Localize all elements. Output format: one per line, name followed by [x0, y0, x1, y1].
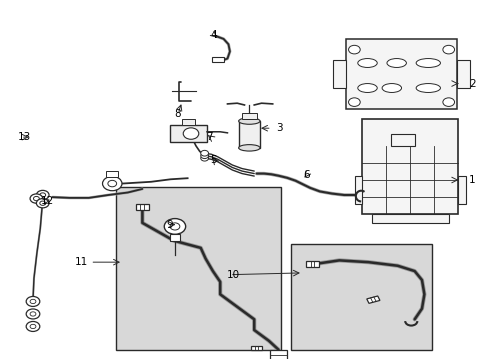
Circle shape	[30, 324, 36, 329]
Text: 8: 8	[174, 109, 180, 119]
Text: 7: 7	[206, 132, 213, 142]
Bar	[250, 346, 262, 350]
Bar	[354, 176, 362, 204]
Circle shape	[348, 98, 360, 107]
Bar	[333, 60, 345, 87]
Circle shape	[442, 45, 454, 54]
Text: 2: 2	[468, 78, 475, 89]
Bar	[242, 113, 256, 119]
Bar	[269, 350, 287, 360]
Circle shape	[36, 199, 49, 208]
Circle shape	[201, 156, 208, 161]
Circle shape	[102, 176, 122, 191]
Circle shape	[26, 296, 40, 306]
Bar	[135, 204, 149, 210]
Text: 10: 10	[226, 270, 239, 280]
Bar	[390, 134, 414, 146]
Text: 1: 1	[468, 175, 475, 185]
Circle shape	[442, 98, 454, 107]
Circle shape	[30, 299, 36, 303]
Ellipse shape	[381, 84, 401, 93]
Text: 11: 11	[75, 257, 88, 267]
Bar	[345, 39, 457, 109]
Ellipse shape	[415, 84, 440, 93]
Text: 5: 5	[210, 156, 217, 165]
Bar	[116, 187, 281, 350]
Circle shape	[36, 190, 49, 200]
Text: 4: 4	[210, 30, 217, 40]
Bar	[457, 60, 468, 87]
Ellipse shape	[238, 145, 260, 151]
Bar	[238, 121, 260, 148]
Bar	[170, 234, 180, 241]
Bar	[371, 214, 448, 223]
Bar	[362, 119, 458, 214]
Circle shape	[201, 150, 208, 156]
Text: 9: 9	[166, 220, 173, 230]
Ellipse shape	[357, 59, 376, 67]
Circle shape	[33, 197, 39, 201]
Text: 3: 3	[276, 123, 282, 133]
Circle shape	[348, 45, 360, 54]
Bar	[290, 244, 431, 350]
Circle shape	[201, 153, 208, 158]
Circle shape	[40, 201, 45, 205]
Circle shape	[183, 128, 199, 139]
Bar	[305, 261, 318, 266]
Circle shape	[170, 223, 180, 230]
Ellipse shape	[415, 59, 440, 67]
Circle shape	[40, 193, 45, 197]
Bar	[366, 296, 379, 303]
Circle shape	[30, 312, 36, 316]
Text: 6: 6	[302, 170, 309, 180]
Text: 12: 12	[41, 197, 54, 206]
Ellipse shape	[238, 118, 260, 124]
Circle shape	[30, 194, 42, 203]
Circle shape	[108, 180, 116, 187]
Bar	[182, 119, 195, 125]
Ellipse shape	[357, 84, 376, 93]
Ellipse shape	[386, 59, 406, 67]
Text: 13: 13	[18, 132, 31, 142]
Bar	[458, 176, 465, 204]
Circle shape	[26, 309, 40, 319]
Circle shape	[26, 321, 40, 332]
Bar	[211, 57, 223, 62]
Circle shape	[164, 219, 185, 234]
Bar	[106, 171, 118, 177]
Bar	[170, 125, 206, 143]
